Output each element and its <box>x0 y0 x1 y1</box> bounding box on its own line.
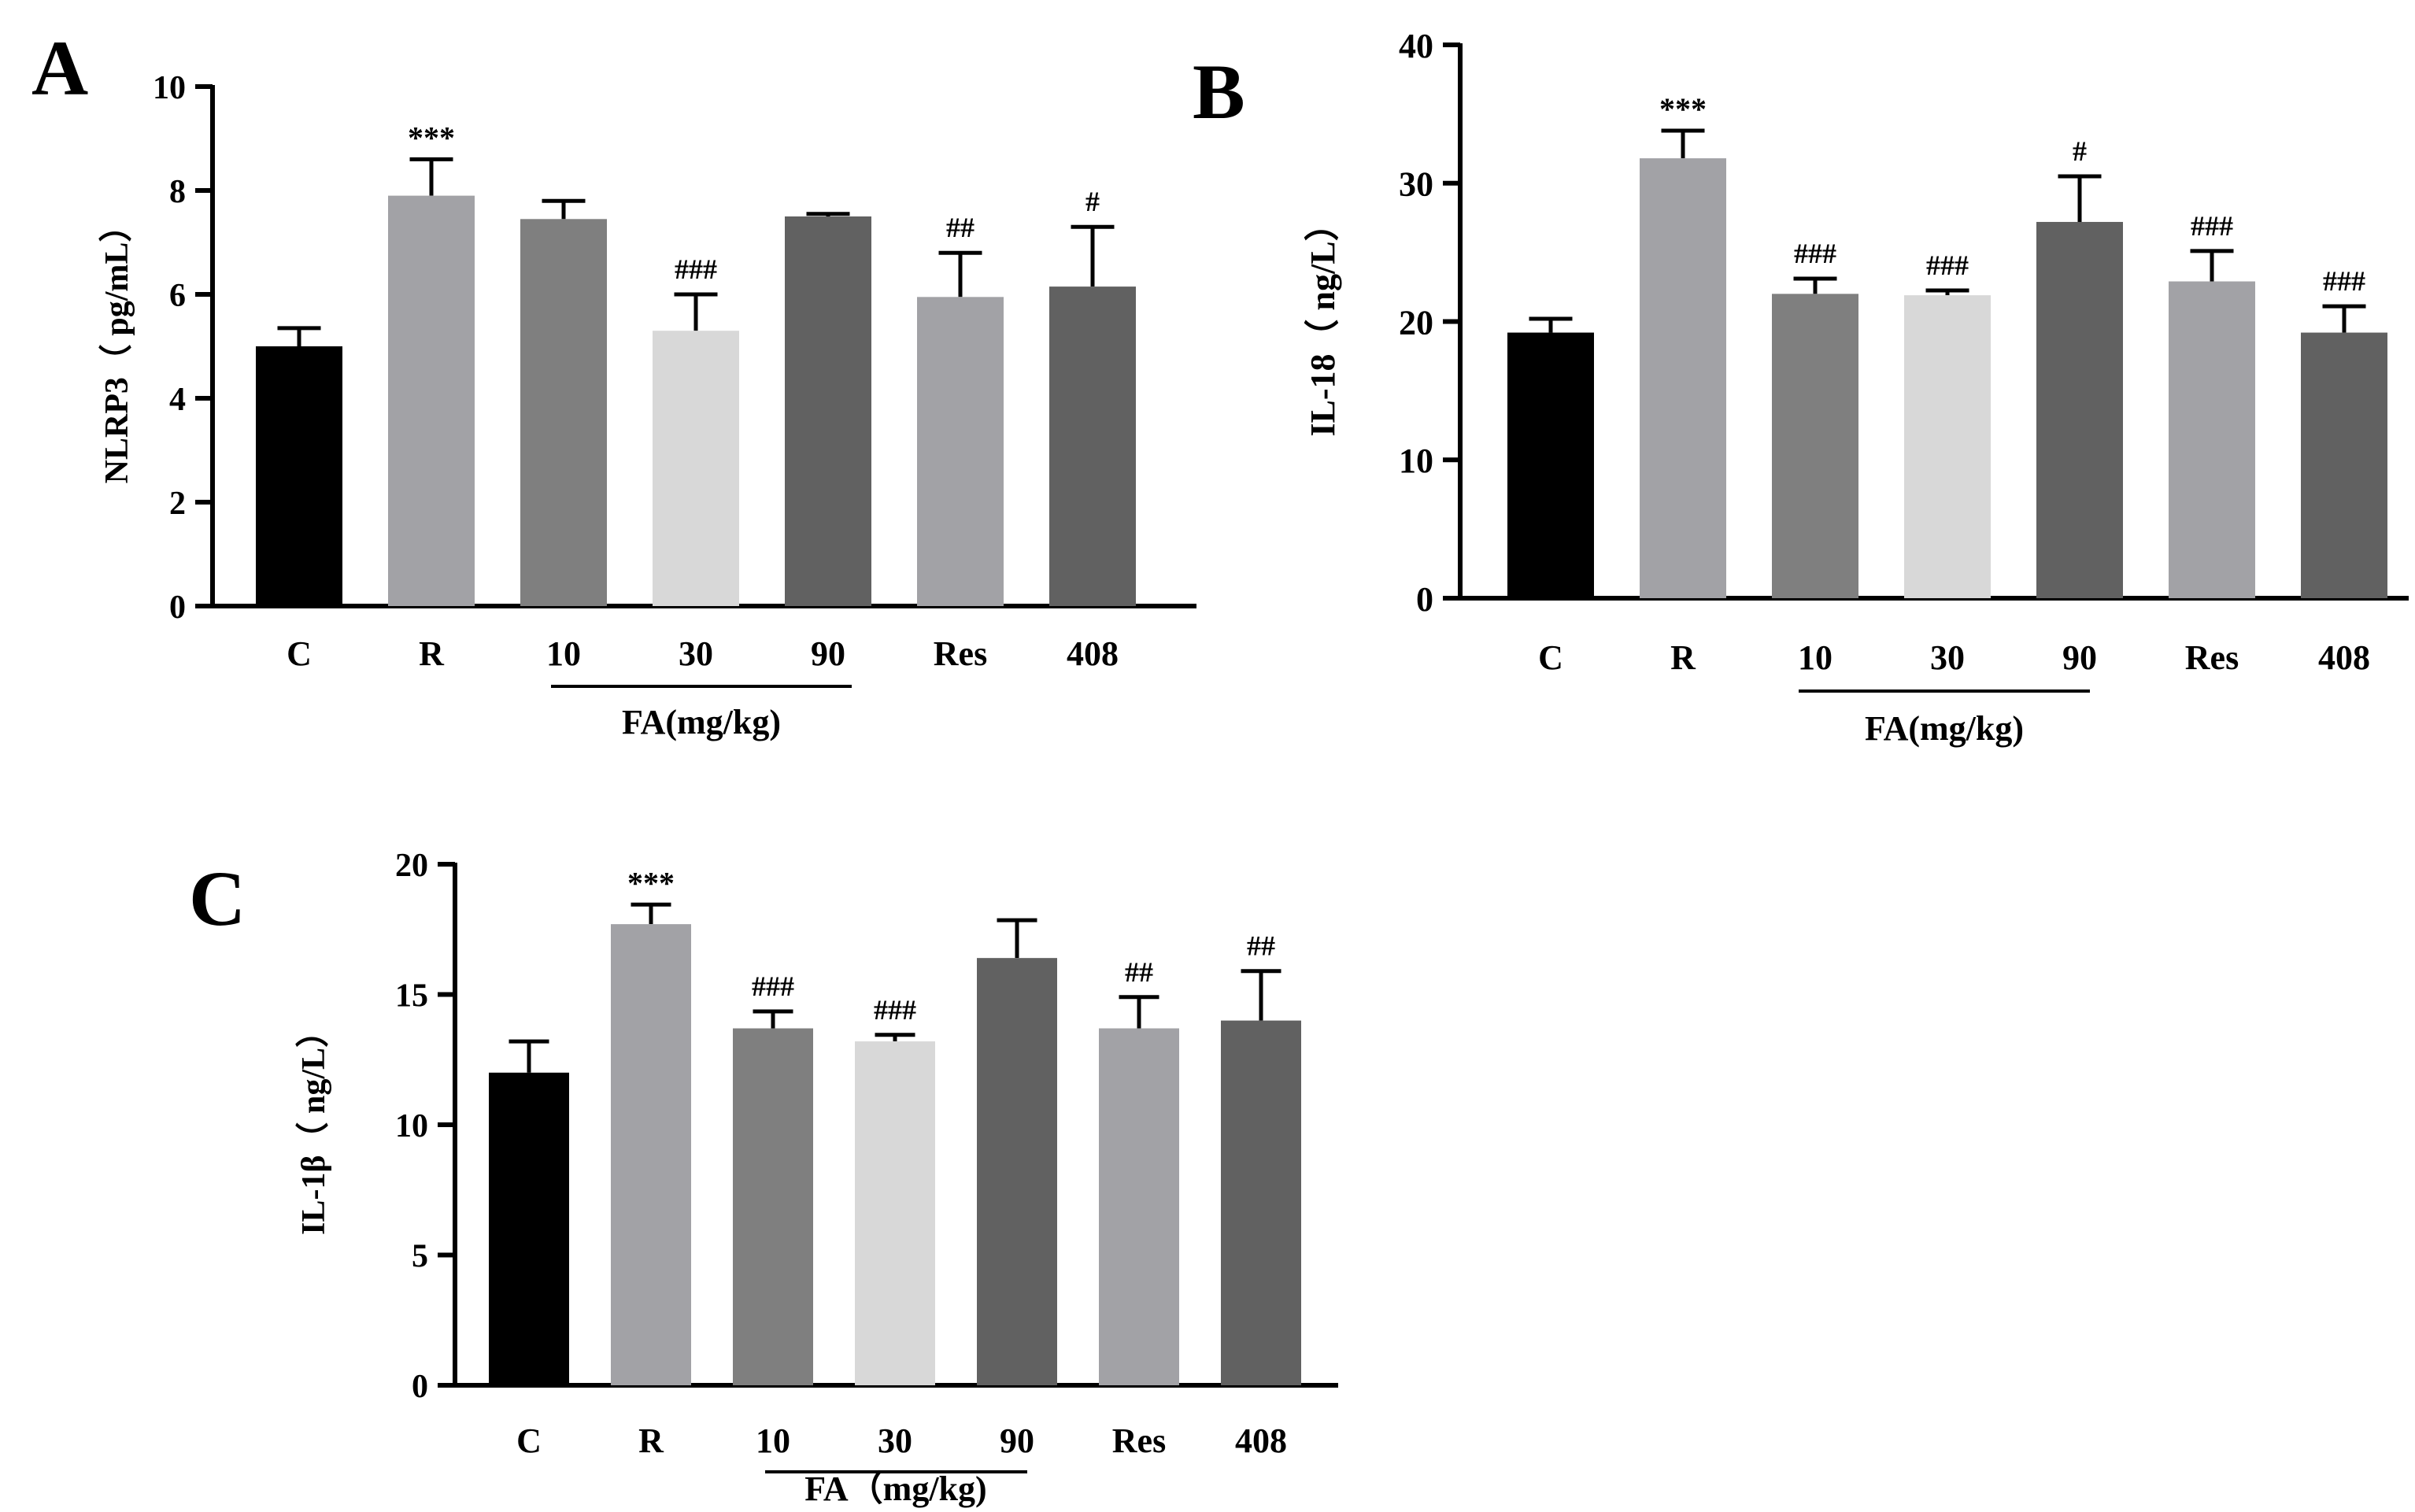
y-axis-label: IL-1β（ ng/L） <box>295 1015 332 1235</box>
significance-label: ### <box>752 970 794 1002</box>
y-tick-label: 5 <box>412 1239 428 1275</box>
panel-letter: C <box>189 855 246 942</box>
significance-label: ## <box>946 212 975 243</box>
bar-res <box>1099 1028 1179 1385</box>
significance-label: # <box>2073 135 2087 167</box>
x-tick-label: 30 <box>679 634 713 673</box>
x-tick-label: 10 <box>1798 638 1833 677</box>
significance-label: ## <box>1247 930 1275 962</box>
x-tick-label: Res <box>1112 1421 1166 1460</box>
y-tick-label: 40 <box>1399 27 1433 65</box>
x-tick-label: Res <box>934 634 987 673</box>
bar-30 <box>855 1041 935 1385</box>
x-tick-label: 90 <box>1000 1421 1034 1460</box>
bar-r <box>611 924 691 1385</box>
bar-30 <box>653 331 739 606</box>
group-label: FA（mg/kg) <box>804 1469 986 1508</box>
group-label: FA(mg/kg) <box>622 703 781 741</box>
bar-408 <box>2301 332 2387 598</box>
bar-408 <box>1049 287 1136 606</box>
bar-c <box>489 1072 569 1385</box>
x-tick-label: C <box>1538 638 1563 677</box>
significance-label: ## <box>1125 956 1153 988</box>
bar-r <box>388 195 475 607</box>
x-tick-label: R <box>1670 638 1696 677</box>
significance-label: ### <box>2323 265 2365 297</box>
x-tick-label: 408 <box>1235 1421 1287 1460</box>
bar-90 <box>2036 221 2123 598</box>
y-tick-label: 8 <box>169 174 186 210</box>
y-tick-label: 0 <box>1416 580 1433 619</box>
y-axis-label: NLRP3（ pg/mL） <box>98 209 135 484</box>
panel-letter: A <box>31 24 88 112</box>
significance-label: *** <box>1659 91 1707 127</box>
significance-label: ### <box>1926 250 1969 281</box>
y-tick-label: 20 <box>1399 303 1433 342</box>
bar-res <box>2169 281 2255 598</box>
bar-res <box>917 297 1004 606</box>
bar-90 <box>785 216 871 606</box>
bar-408 <box>1221 1020 1301 1385</box>
y-tick-label: 6 <box>169 278 186 314</box>
x-tick-label: 408 <box>1067 634 1119 673</box>
x-tick-label: 90 <box>811 634 845 673</box>
significance-label: ### <box>1794 238 1836 269</box>
y-tick-label: 2 <box>169 486 186 522</box>
x-tick-label: 408 <box>2318 638 2370 677</box>
significance-label: # <box>1085 186 1100 217</box>
bar-10 <box>1772 294 1858 598</box>
chart-panel-a: A 0 2 4 6 8 10 NLRP3（ pg/mL） C *** R 10 ### 30 90 ## Res… <box>31 24 1196 741</box>
y-tick-label: 15 <box>395 978 428 1015</box>
x-tick-label: C <box>516 1421 542 1460</box>
x-tick-label: 90 <box>2062 638 2097 677</box>
y-tick-label: 0 <box>412 1369 428 1405</box>
group-label: FA(mg/kg) <box>1865 709 2024 748</box>
significance-label: *** <box>408 120 455 155</box>
x-tick-label: C <box>287 634 312 673</box>
bar-90 <box>977 958 1057 1385</box>
y-tick-label: 10 <box>1399 442 1433 480</box>
y-tick-label: 20 <box>395 848 428 884</box>
y-tick-label: 4 <box>169 382 186 418</box>
bar-c <box>256 346 342 606</box>
bar-r <box>1640 158 1726 599</box>
significance-label: ### <box>874 994 916 1026</box>
x-tick-label: Res <box>2185 638 2239 677</box>
significance-label: ### <box>675 253 717 285</box>
y-axis-label: IL-18（ ng/L） <box>1304 206 1342 436</box>
y-tick-label: 30 <box>1399 165 1433 204</box>
significance-label: ### <box>2191 210 2233 242</box>
y-tick-label: 10 <box>153 70 186 106</box>
x-tick-label: R <box>638 1421 664 1460</box>
bar-10 <box>733 1028 813 1385</box>
panel-letter: B <box>1193 48 1245 135</box>
significance-label: *** <box>627 865 675 900</box>
chart-panel-b: B 0 10 20 30 40 IL-18（ ng/L） C *** R ### 10 ### 30 #90… <box>1193 27 2409 748</box>
x-tick-label: 30 <box>878 1421 912 1460</box>
x-tick-label: R <box>419 634 445 673</box>
x-tick-label: 10 <box>756 1421 790 1460</box>
bar-30 <box>1904 295 1991 598</box>
chart-panel-c: C 0 5 10 15 20 IL-1β（ ng/L） C *** R ### 10 ### 30 90 ##… <box>189 848 1338 1508</box>
bar-c <box>1507 332 1594 598</box>
y-tick-label: 0 <box>169 590 186 626</box>
bar-10 <box>520 219 607 606</box>
x-tick-label: 10 <box>546 634 581 673</box>
x-tick-label: 30 <box>1930 638 1965 677</box>
y-tick-label: 10 <box>395 1108 428 1144</box>
